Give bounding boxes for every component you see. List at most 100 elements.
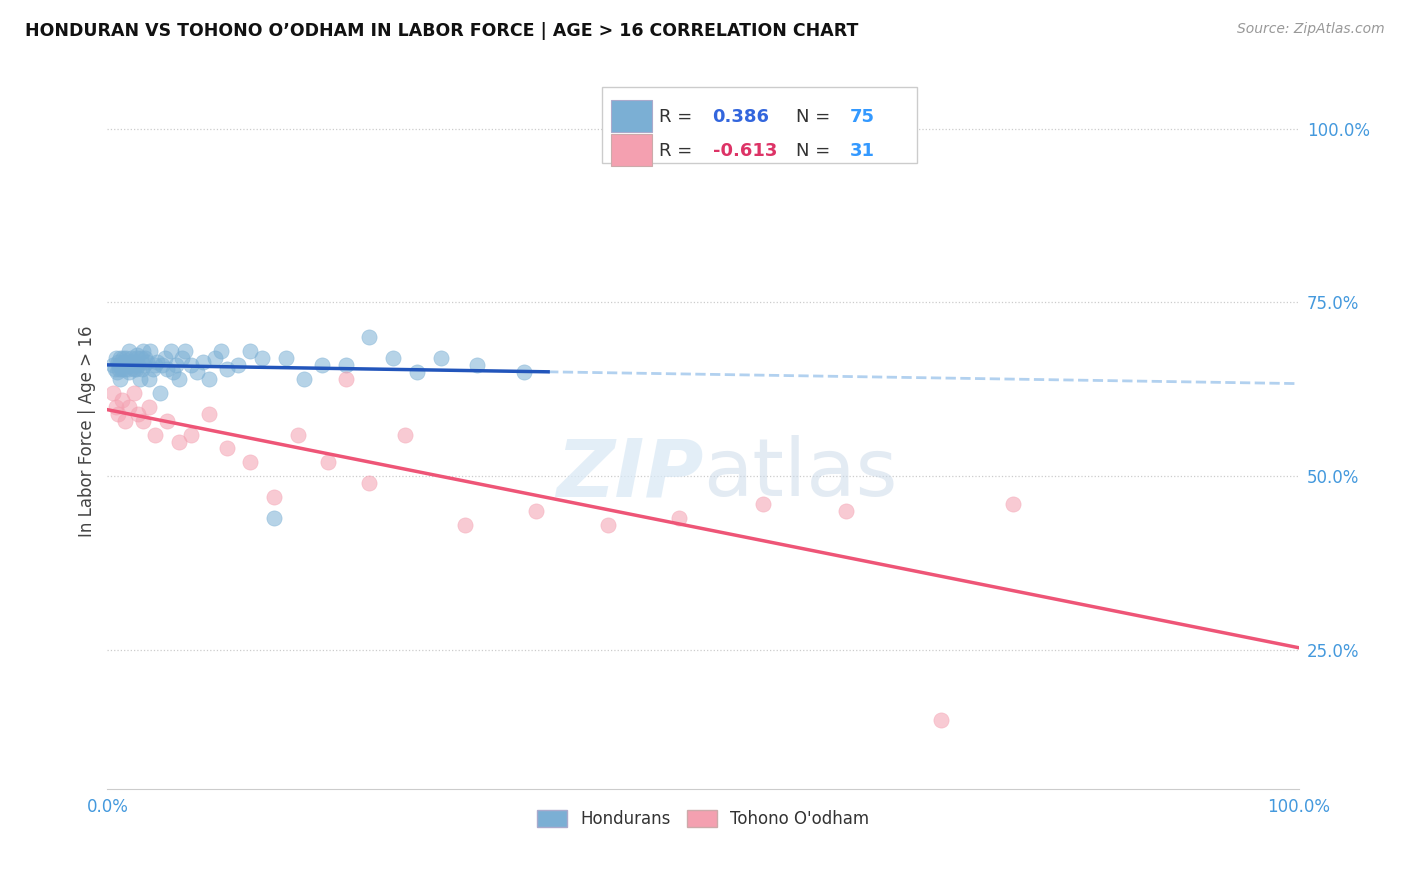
Point: [118, 365, 141, 379]
Point: [274, 351, 297, 365]
Point: [132, 344, 155, 359]
Point: [108, 358, 131, 372]
Point: [120, 351, 142, 365]
Text: HONDURAN VS TOHONO O’ODHAM IN LABOR FORCE | AGE > 16 CORRELATION CHART: HONDURAN VS TOHONO O’ODHAM IN LABOR FORC…: [25, 22, 859, 40]
Point: [111, 358, 134, 372]
Point: [156, 361, 179, 376]
Point: [131, 361, 153, 376]
Point: [153, 351, 176, 365]
Point: [129, 351, 152, 365]
Point: [311, 358, 333, 372]
Point: [204, 351, 226, 365]
Point: [125, 361, 148, 376]
Point: [118, 354, 141, 368]
Y-axis label: In Labor Force | Age > 16: In Labor Force | Age > 16: [79, 326, 96, 537]
Point: [103, 358, 125, 372]
Point: [111, 361, 134, 376]
Point: [173, 344, 195, 359]
Point: [105, 365, 128, 379]
Point: [252, 351, 274, 365]
Point: [134, 351, 156, 365]
Point: [112, 354, 135, 368]
Point: [239, 455, 262, 469]
Text: 75: 75: [849, 109, 875, 127]
Point: [108, 361, 131, 376]
Point: [929, 713, 952, 727]
Point: [134, 358, 156, 372]
Text: Source: ZipAtlas.com: Source: ZipAtlas.com: [1237, 22, 1385, 37]
Point: [110, 351, 132, 365]
Point: [128, 372, 150, 386]
Point: [124, 358, 146, 372]
Point: [751, 497, 773, 511]
Point: [263, 511, 285, 525]
Point: [335, 372, 357, 386]
Point: [382, 351, 405, 365]
Text: R =: R =: [659, 142, 697, 161]
Text: ZIP: ZIP: [555, 435, 703, 513]
Point: [167, 434, 190, 449]
Point: [143, 427, 166, 442]
Point: [122, 385, 145, 400]
Point: [156, 414, 179, 428]
Point: [114, 414, 136, 428]
Point: [107, 354, 129, 368]
Point: [159, 344, 181, 359]
Point: [668, 511, 690, 525]
Point: [115, 351, 138, 365]
FancyBboxPatch shape: [612, 134, 652, 166]
Point: [135, 354, 157, 368]
Point: [118, 400, 141, 414]
Point: [394, 427, 416, 442]
Point: [197, 407, 219, 421]
Point: [292, 372, 315, 386]
Legend: Hondurans, Tohono O'odham: Hondurans, Tohono O'odham: [530, 803, 876, 835]
Point: [465, 358, 488, 372]
Point: [132, 414, 155, 428]
FancyBboxPatch shape: [602, 87, 917, 162]
Point: [127, 358, 149, 372]
Point: [191, 354, 214, 368]
Point: [287, 427, 309, 442]
Point: [359, 330, 381, 344]
Text: -0.613: -0.613: [713, 142, 778, 161]
Point: [150, 358, 173, 372]
Point: [143, 358, 166, 372]
Point: [162, 365, 184, 379]
Point: [197, 372, 219, 386]
Point: [114, 361, 136, 376]
Text: 31: 31: [849, 142, 875, 161]
Point: [117, 361, 139, 376]
Point: [103, 361, 125, 376]
Point: [111, 392, 134, 407]
Text: N =: N =: [796, 109, 837, 127]
Point: [138, 372, 160, 386]
Point: [110, 372, 132, 386]
Point: [120, 358, 142, 372]
FancyBboxPatch shape: [612, 100, 652, 132]
Point: [115, 358, 138, 372]
Point: [215, 442, 238, 456]
Text: atlas: atlas: [703, 435, 897, 513]
Point: [263, 490, 285, 504]
Point: [122, 354, 145, 368]
Point: [180, 427, 202, 442]
Text: 0.386: 0.386: [713, 109, 769, 127]
Point: [122, 361, 145, 376]
Point: [107, 407, 129, 421]
Point: [228, 358, 250, 372]
Point: [215, 361, 238, 376]
Point: [121, 358, 143, 372]
Point: [167, 372, 190, 386]
Point: [103, 385, 125, 400]
Point: [335, 358, 357, 372]
Point: [149, 385, 172, 400]
Point: [359, 476, 381, 491]
Point: [1001, 497, 1024, 511]
Point: [835, 504, 858, 518]
Point: [104, 351, 127, 365]
Point: [138, 400, 160, 414]
Point: [180, 358, 202, 372]
Point: [146, 354, 169, 368]
Point: [111, 351, 134, 365]
